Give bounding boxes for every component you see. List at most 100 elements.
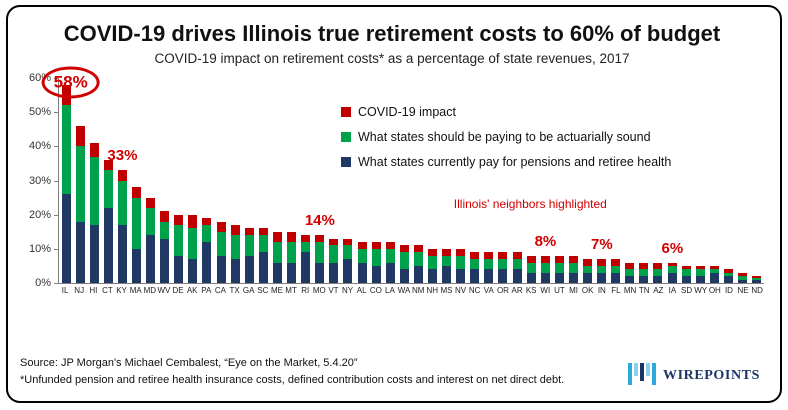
x-label-AZ: AZ bbox=[653, 286, 664, 295]
stacked-bar bbox=[639, 78, 649, 283]
x-label-CT: CT bbox=[102, 286, 113, 295]
bar-WV bbox=[158, 78, 172, 283]
bar-AL bbox=[355, 78, 369, 283]
bar-PA bbox=[200, 78, 214, 283]
stacked-bar bbox=[272, 78, 282, 283]
bar-segment bbox=[484, 252, 494, 260]
x-label-SD: SD bbox=[681, 286, 693, 295]
bar-segment bbox=[498, 259, 508, 270]
bar-segment bbox=[61, 105, 71, 195]
x-label-IA: IA bbox=[668, 286, 677, 295]
bar-segment bbox=[653, 269, 663, 277]
source-line: Source: JP Morgan's Michael Cembalest, “… bbox=[20, 356, 358, 369]
bar-segment bbox=[132, 248, 142, 283]
x-label-NH: NH bbox=[426, 286, 439, 295]
legend-item: COVID-19 impact bbox=[341, 105, 671, 119]
x-label-NC: NC bbox=[468, 286, 481, 295]
x-label-KY: KY bbox=[116, 286, 127, 295]
legend-item: What states should be paying to be actua… bbox=[341, 130, 671, 144]
bar-segment bbox=[202, 224, 212, 242]
chart-title: COVID-19 drives Illinois true retirement… bbox=[63, 21, 721, 46]
bar-segment bbox=[244, 255, 254, 283]
bar-segment bbox=[385, 242, 395, 249]
x-label-VT: VT bbox=[328, 286, 339, 295]
bar-segment bbox=[132, 187, 142, 198]
stacked-bar bbox=[371, 78, 381, 283]
x-label-PA: PA bbox=[201, 286, 212, 295]
bar-segment bbox=[568, 272, 578, 283]
bar-segment bbox=[188, 228, 198, 260]
logo-bar bbox=[627, 363, 632, 385]
bar-segment bbox=[160, 238, 170, 283]
legend-label: COVID-19 impact bbox=[358, 104, 456, 119]
legend-label: What states currently pay for pensions a… bbox=[358, 154, 672, 169]
bar-segment bbox=[597, 259, 607, 266]
bar-WY bbox=[693, 78, 707, 283]
stacked-bar bbox=[723, 78, 733, 283]
bar-segment bbox=[625, 269, 635, 277]
bar-segment bbox=[174, 214, 184, 225]
bar-segment bbox=[484, 269, 494, 283]
bar-segment bbox=[202, 242, 212, 283]
bar-segment bbox=[385, 248, 395, 263]
bar-segment bbox=[89, 156, 99, 225]
bar-segment bbox=[738, 279, 748, 283]
bar-segment bbox=[554, 255, 564, 263]
logo-bar bbox=[651, 363, 656, 385]
bar-segment bbox=[653, 262, 663, 270]
annotation-WI: 8% bbox=[534, 232, 557, 250]
bar-segment bbox=[723, 269, 733, 273]
bar-segment bbox=[526, 262, 536, 273]
annotation-KY: 33% bbox=[107, 147, 138, 165]
bar-segment bbox=[103, 170, 113, 208]
bar-AR bbox=[510, 78, 524, 283]
bar-NH bbox=[425, 78, 439, 283]
x-label-LA: LA bbox=[385, 286, 395, 295]
bar-segment bbox=[442, 255, 452, 266]
bar-segment bbox=[75, 221, 85, 283]
neighbors-note: Illinois' neighbors highlighted bbox=[453, 196, 607, 211]
bar-segment bbox=[343, 238, 353, 246]
bar-segment bbox=[385, 262, 395, 283]
bar-segment bbox=[456, 248, 466, 256]
y-tick-mark bbox=[54, 180, 58, 182]
bar-segment bbox=[540, 272, 550, 283]
x-label-MA: MA bbox=[129, 286, 142, 295]
bar-AZ bbox=[651, 78, 665, 283]
y-axis: 0% 10% 20% 30% 40% 50% 60% bbox=[20, 72, 58, 289]
stacked-bar bbox=[89, 78, 99, 283]
bar-segment bbox=[329, 262, 339, 283]
x-label-TN: TN bbox=[638, 286, 650, 295]
bar-CA bbox=[214, 78, 228, 283]
bar-segment bbox=[230, 235, 240, 260]
stacked-bar bbox=[653, 78, 663, 283]
bar-SC bbox=[256, 78, 270, 283]
wirepoints-logo: WIREPOINTS bbox=[627, 363, 764, 389]
bar-segment bbox=[103, 207, 113, 283]
bar-segment bbox=[174, 255, 184, 283]
bar-segment bbox=[639, 276, 649, 283]
y-tick-label: 10% bbox=[28, 242, 51, 255]
bar-MN bbox=[623, 78, 637, 283]
stacked-bar bbox=[470, 78, 480, 283]
x-label-MI: MI bbox=[569, 286, 578, 295]
stacked-bar bbox=[132, 78, 142, 283]
stacked-bar bbox=[540, 78, 550, 283]
bar-segment bbox=[174, 224, 184, 256]
bar-ID bbox=[721, 78, 735, 283]
bar-segment bbox=[723, 272, 733, 277]
chart-legend: COVID-19 impact What states should be pay… bbox=[341, 105, 671, 169]
legend-swatch-icon bbox=[341, 131, 351, 142]
x-label-UT: UT bbox=[554, 286, 565, 295]
legend-swatch-icon bbox=[341, 156, 351, 167]
bar-segment bbox=[427, 248, 437, 256]
x-label-AL: AL bbox=[356, 286, 367, 295]
bar-segment bbox=[272, 242, 282, 263]
stacked-bar bbox=[103, 78, 113, 283]
bar-segment bbox=[456, 255, 466, 270]
bar-segment bbox=[625, 276, 635, 283]
bar-segment bbox=[752, 279, 762, 283]
y-tick-mark bbox=[54, 146, 58, 148]
bar-KY bbox=[115, 78, 129, 283]
bar-NE bbox=[736, 78, 750, 283]
